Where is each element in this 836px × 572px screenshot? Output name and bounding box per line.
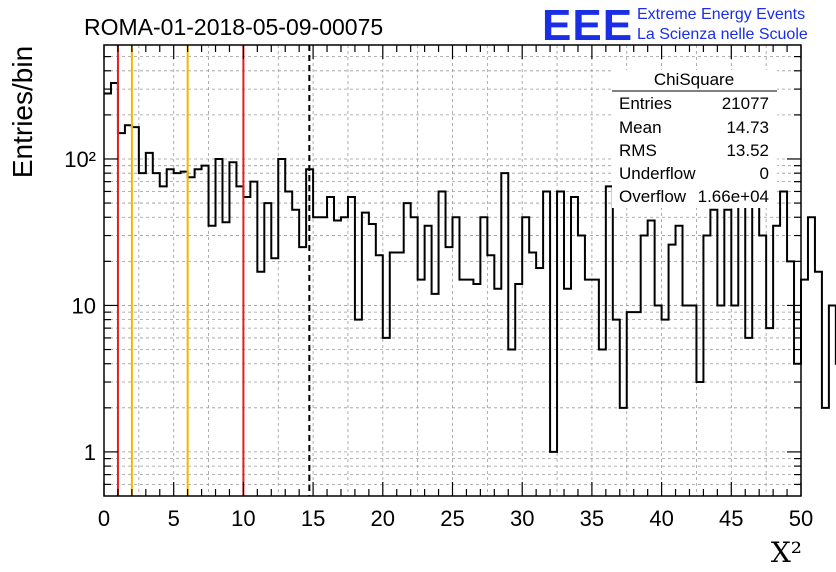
stats-value-entries: 21077 (722, 94, 769, 113)
brand-line-1: Extreme Energy Events (637, 6, 805, 23)
stats-label-entries: Entries (619, 94, 672, 113)
x-tick-label: 35 (580, 506, 604, 531)
brand-logo-text: EEE (542, 1, 633, 50)
y-tick-label: 10² (64, 147, 96, 172)
y-tick-label: 1 (84, 440, 96, 465)
x-tick-label: 45 (719, 506, 743, 531)
x-tick-label: 50 (789, 506, 813, 531)
x-tick-label: 40 (649, 506, 673, 531)
axis-ticks (103, 45, 802, 496)
stats-value-mean: 14.73 (726, 118, 769, 137)
stats-value-underflow: 0 (760, 164, 769, 183)
x-tick-label: 5 (168, 506, 180, 531)
x-tick-label: 0 (98, 506, 110, 531)
stats-label-mean: Mean (619, 118, 662, 137)
stats-label-underflow: Underflow (619, 164, 696, 183)
brand-logo: EEE Extreme Energy Events La Scienza nel… (542, 1, 808, 50)
x-tick-label: 30 (510, 506, 534, 531)
reference-lines (116, 45, 311, 496)
y-axis-label: Entries/bin (7, 46, 38, 178)
stats-box-background (612, 70, 777, 208)
x-tick-label: 25 (440, 506, 464, 531)
stats-label-overflow: Overflow (619, 187, 687, 206)
x-tick-labels: 0 5 10 15 20 25 30 35 40 45 50 (98, 506, 813, 531)
stats-title: ChiSquare (654, 70, 734, 89)
x-tick-label: 10 (231, 506, 255, 531)
stats-box: ChiSquare Entries 21077 Mean 14.73 RMS 1… (612, 70, 777, 208)
y-tick-label: 10 (72, 293, 96, 318)
brand-line-2: La Scienza nelle Scuole (637, 26, 808, 43)
chart-title: ROMA-01-2018-05-09-00075 (84, 14, 383, 40)
histogram-series (104, 82, 836, 453)
stats-value-rms: 13.52 (726, 141, 769, 160)
stats-value-overflow: 1.66e+04 (698, 187, 769, 206)
x-tick-label: 15 (301, 506, 325, 531)
y-tick-labels: 1 10 10² (64, 147, 96, 465)
stats-label-rms: RMS (619, 141, 657, 160)
x-axis-label: X² (771, 536, 802, 569)
x-tick-label: 20 (371, 506, 395, 531)
histogram-line (104, 82, 836, 453)
